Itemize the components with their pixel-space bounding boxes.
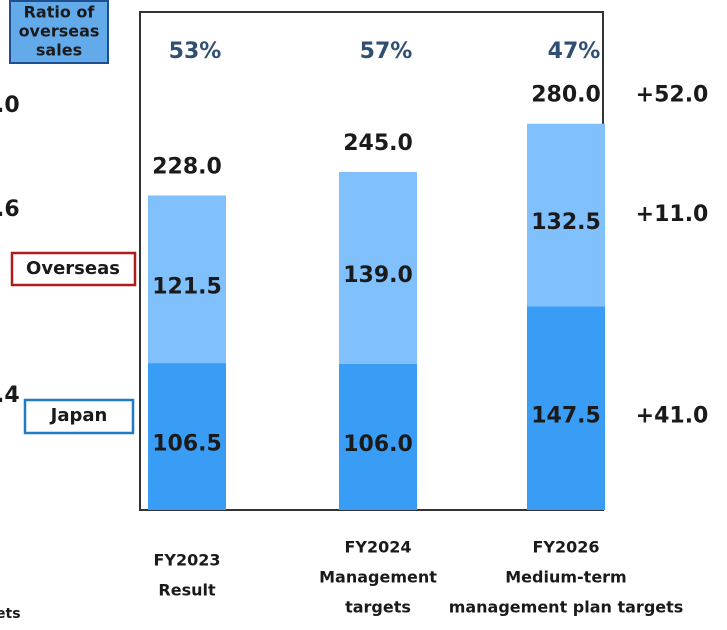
total-label: 280.0 (531, 83, 601, 108)
ratio-title: overseas (19, 22, 100, 41)
ratio-label: 53% (169, 39, 222, 64)
value-label: 106.5 (152, 432, 222, 457)
change-label: +11.0 (636, 202, 709, 227)
bar-segment (339, 172, 417, 364)
ratio-label: 47% (548, 39, 601, 64)
bar-segment (339, 363, 417, 510)
x-tick-label: Result (158, 581, 216, 600)
legend-label: Overseas (26, 258, 120, 279)
ratio-box (9, 0, 109, 64)
legend-label: Japan (49, 405, 108, 426)
value-label: 132.5 (531, 210, 601, 235)
x-tick-label: Medium-term (505, 568, 626, 587)
bar-segment (148, 363, 226, 510)
total-label: 245.0 (343, 131, 413, 156)
x-tick-label: FY2026 (532, 538, 599, 557)
ratio-title: Ratio of (24, 3, 96, 22)
x-tick-label: Management (319, 568, 437, 587)
value-label: 147.5 (531, 403, 601, 428)
x-tick-label: FY2024 (344, 538, 411, 557)
x-tick-label: management plan targets (449, 598, 684, 617)
cropped-label: .0 (0, 93, 20, 118)
x-tick-label: targets (345, 598, 411, 617)
x-tick-label: FY2023 (153, 551, 220, 570)
change-label: +41.0 (636, 403, 709, 428)
change-label: +52.0 (636, 83, 709, 108)
cropped-label: .6 (0, 197, 20, 222)
bar-segment (527, 123, 605, 307)
bar-segment (148, 195, 226, 364)
cropped-label: .4 (0, 383, 20, 408)
legend-box (10, 251, 137, 287)
value-label: 139.0 (343, 263, 413, 288)
value-label: 106.0 (343, 432, 413, 457)
value-label: 121.5 (152, 274, 222, 299)
ratio-title: sales (36, 41, 82, 60)
bar-segment (527, 306, 605, 510)
legend-box (23, 398, 135, 435)
total-label: 228.0 (152, 154, 222, 179)
cropped-label: ets (0, 606, 21, 622)
ratio-label: 57% (360, 39, 413, 64)
